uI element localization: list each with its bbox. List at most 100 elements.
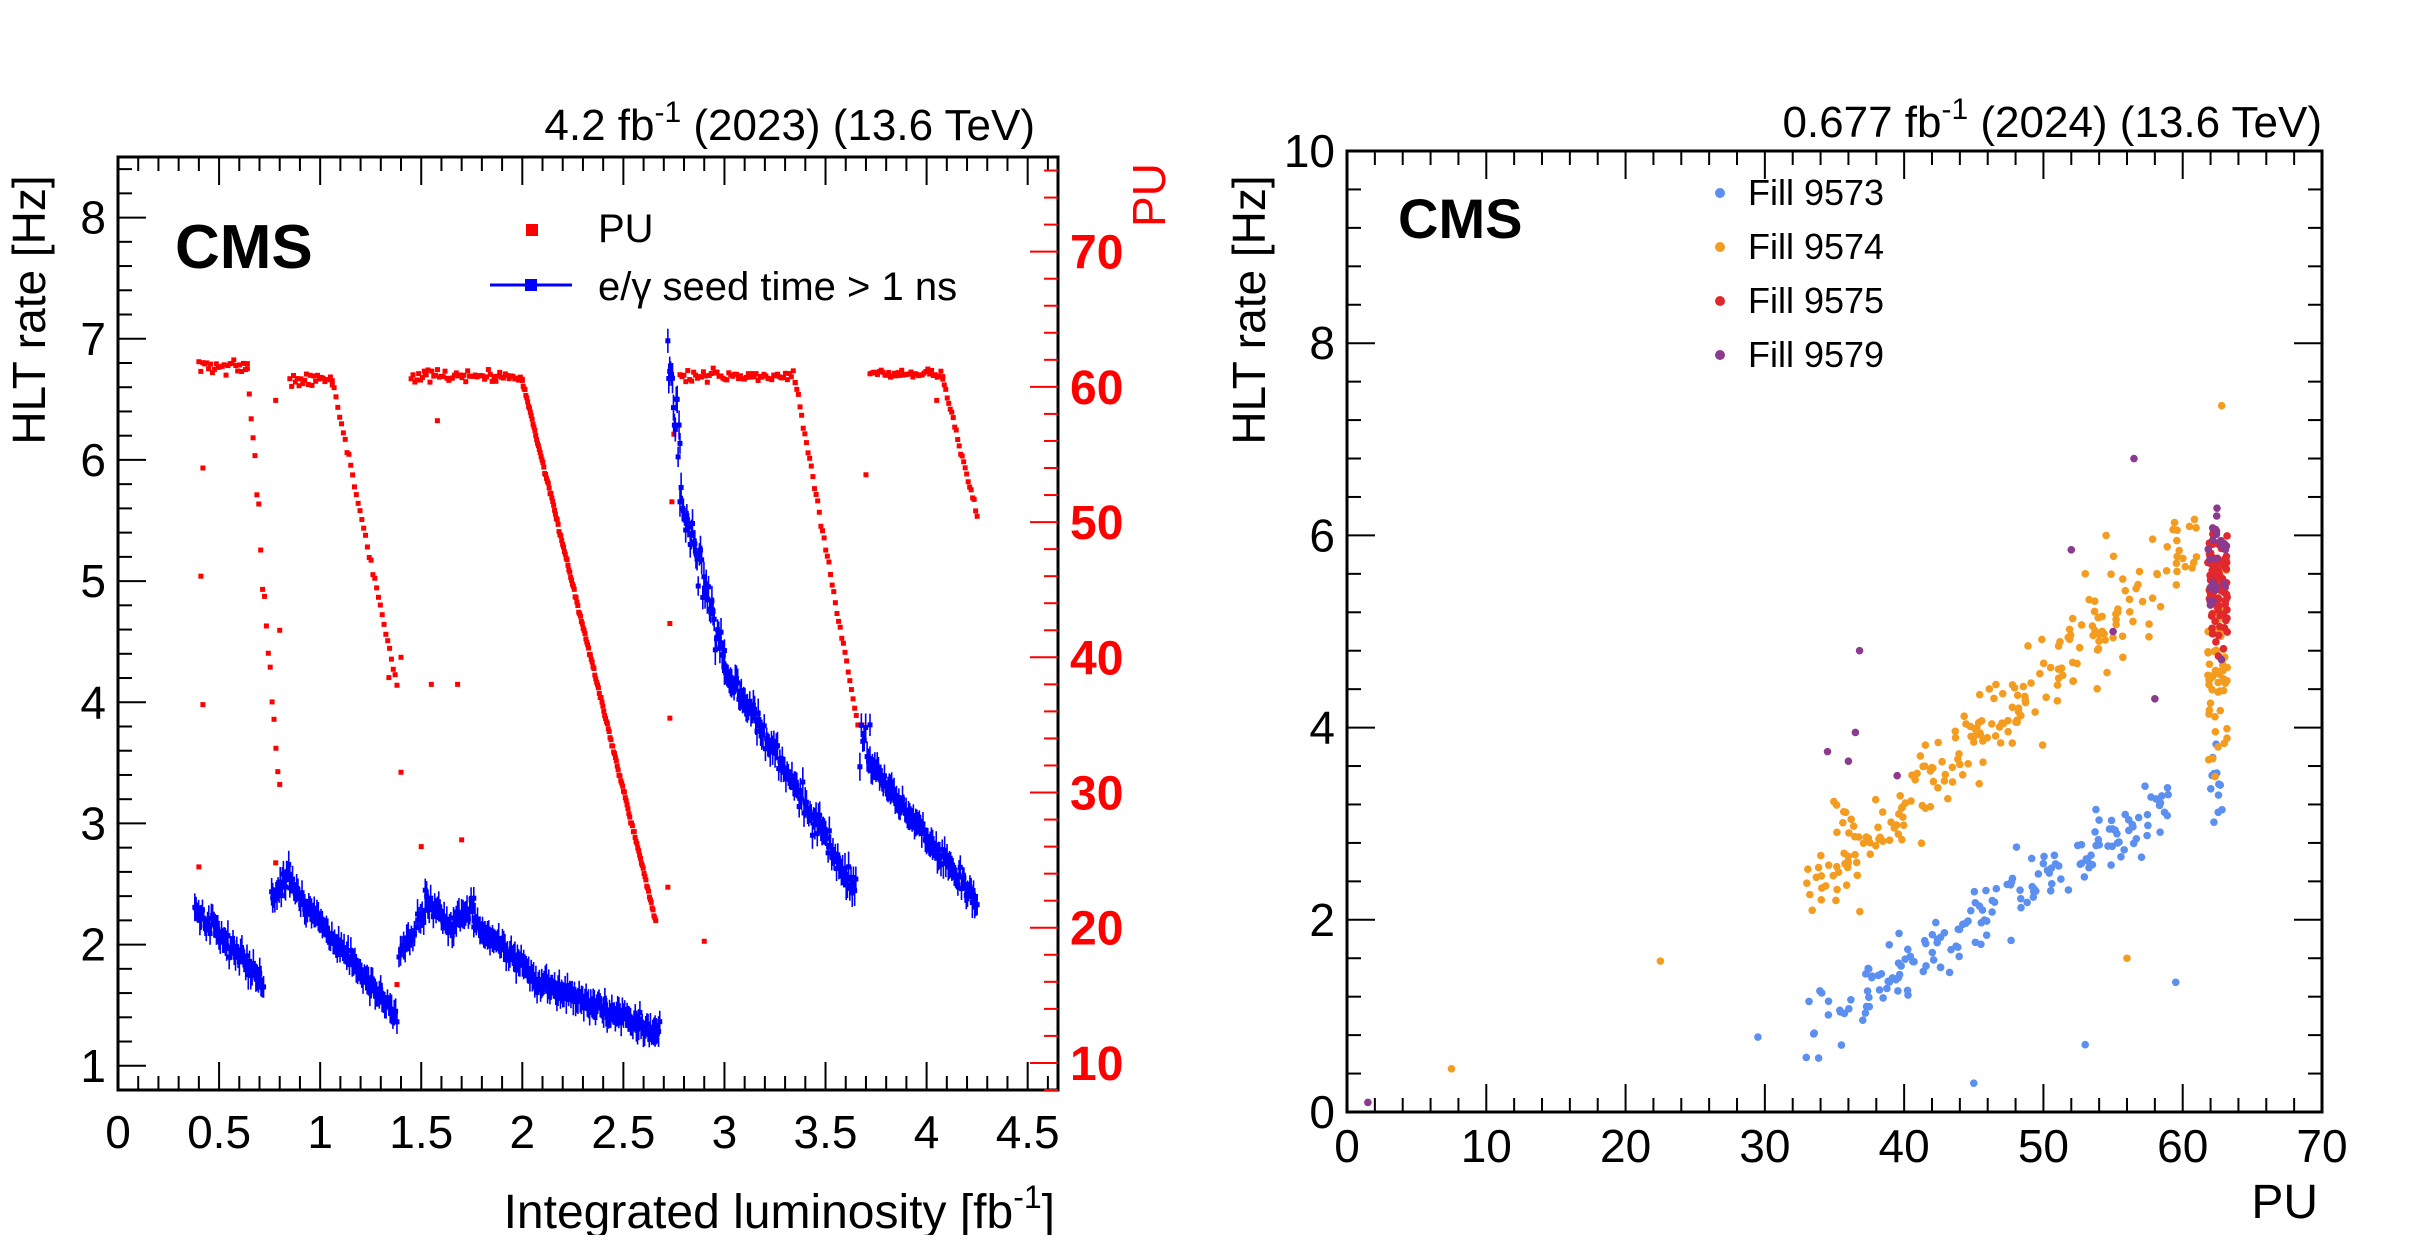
pu-point <box>683 379 689 385</box>
point-fill-9573 <box>2216 781 2225 789</box>
point-fill-9573 <box>2125 826 2133 835</box>
point-fill-9574 <box>2069 677 2078 685</box>
pu-point <box>782 370 788 376</box>
rate-point <box>695 583 701 589</box>
point-fill-9574 <box>2093 685 2101 693</box>
point-fill-9574 <box>1894 830 1903 838</box>
point-fill-9574 <box>2053 681 2062 689</box>
pu-point <box>229 360 235 366</box>
point-fill-9573 <box>1928 948 1937 957</box>
rate-point <box>564 984 570 990</box>
point-fill-9574 <box>2081 570 2090 578</box>
rate-point <box>467 907 473 913</box>
point-fill-9574 <box>2095 630 2104 639</box>
point-fill-9575 <box>2220 624 2229 632</box>
rate-point <box>380 999 386 1005</box>
pu-point <box>209 370 215 376</box>
rate-point <box>532 984 538 990</box>
rate-point <box>823 830 829 836</box>
pu-point <box>962 465 968 471</box>
rate-point <box>863 725 869 731</box>
pu-point <box>605 726 611 732</box>
rate-point <box>594 1004 600 1010</box>
pu-point <box>636 848 642 854</box>
rate-point <box>245 972 251 978</box>
point-fill-9573 <box>1921 939 1930 948</box>
rate-point <box>496 935 502 941</box>
pu-point <box>240 360 246 366</box>
rate-point <box>261 984 267 990</box>
pu-point <box>689 378 695 384</box>
pu-point <box>570 583 576 589</box>
point-fill-9574 <box>2179 554 2187 563</box>
pu-point <box>755 377 761 383</box>
pu-point <box>811 486 817 492</box>
pu-point <box>908 369 914 375</box>
pu-point <box>410 372 416 378</box>
rate-point <box>240 953 246 959</box>
rate-point <box>456 910 462 916</box>
pu-point <box>575 603 581 609</box>
point-fill-9574 <box>1991 732 2000 740</box>
pu-point <box>370 572 376 578</box>
right-y-tick-labels: 0 2 4 6 8 10 <box>1284 125 1335 1138</box>
pu-point <box>305 381 311 387</box>
pu-point <box>831 589 837 595</box>
point-fill-9574 <box>1928 763 1936 772</box>
pu-point <box>816 509 822 515</box>
pu-point <box>639 862 645 868</box>
rate-point <box>665 338 671 344</box>
rate-point <box>576 988 582 994</box>
rate-point <box>196 908 202 914</box>
right-y-tick-label: 2 <box>1309 894 1335 946</box>
rate-point <box>812 821 818 827</box>
rate-point <box>193 906 199 912</box>
rate-point <box>635 1026 641 1032</box>
pu-point <box>702 373 708 379</box>
point-fill-9574 <box>1833 885 1841 894</box>
rate-point <box>794 782 800 788</box>
rate-point <box>440 919 446 925</box>
rate-point <box>272 897 278 903</box>
rate-point <box>698 547 704 553</box>
point-fill-9573 <box>2023 898 2031 907</box>
point-fill-9574 <box>1866 850 1875 858</box>
point-fill-9574 <box>2148 594 2157 602</box>
point-fill-9574 <box>2138 597 2147 606</box>
point-fill-9573 <box>2047 880 2056 888</box>
point-fill-9573 <box>1894 987 1902 995</box>
right-x-tick-label: 0 <box>1334 1120 1360 1172</box>
pu-point <box>387 645 393 651</box>
point-fill-9574 <box>2173 536 2181 545</box>
rate-point <box>588 998 594 1004</box>
pu-point <box>952 424 958 430</box>
rate-point <box>538 986 544 992</box>
rate-point <box>571 990 577 996</box>
point-fill-9573 <box>2120 846 2128 854</box>
pu-point <box>500 375 506 381</box>
pu-point <box>736 376 742 382</box>
rate-point <box>678 484 684 490</box>
point-fill-9573 <box>1824 1011 1833 1019</box>
point-fill-9574 <box>1851 850 1859 859</box>
point-fill-9574 <box>2162 567 2171 575</box>
point-fill-9574 <box>2206 699 2215 707</box>
pu-point <box>289 383 295 389</box>
left-x-tick-label: 1.5 <box>389 1106 453 1158</box>
point-fill-9573 <box>2016 886 2024 895</box>
rate-point <box>411 931 417 937</box>
pu-point <box>250 435 256 441</box>
point-fill-9573 <box>2029 893 2038 901</box>
rate-point <box>464 906 470 912</box>
pu-point <box>526 405 532 411</box>
rate-point <box>415 911 421 917</box>
pu-point <box>965 479 971 485</box>
rate-point <box>585 1001 591 1007</box>
point-fill-9574 <box>2206 672 2215 680</box>
pu-point <box>645 885 651 891</box>
point-fill-9574 <box>2223 724 2231 733</box>
rate-point <box>529 978 535 984</box>
pu-point <box>947 406 953 412</box>
point-fill-9575 <box>2208 630 2217 638</box>
point-fill-9579 <box>1851 728 1860 737</box>
